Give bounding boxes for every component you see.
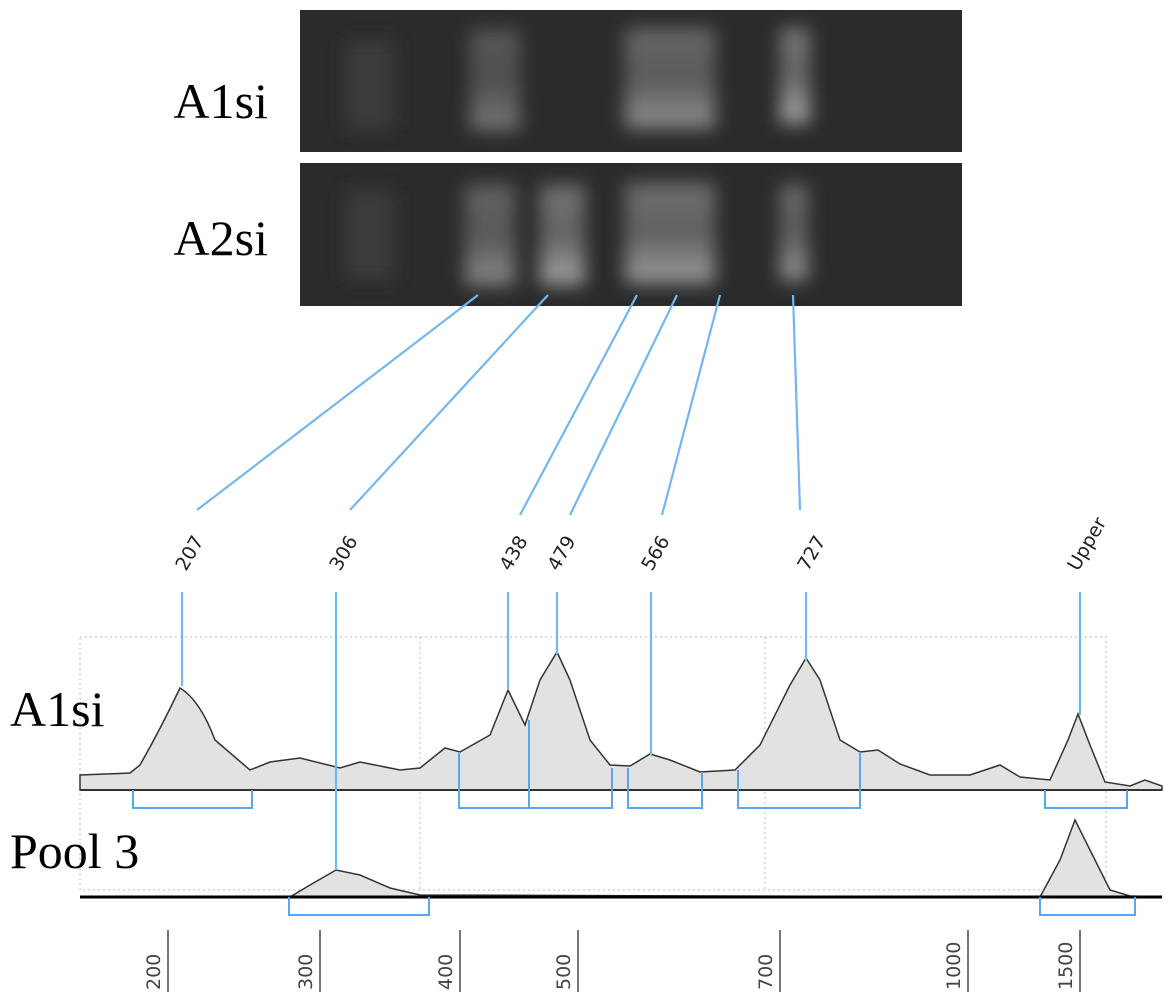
size-tick-label: 1500 <box>1055 942 1077 990</box>
lane-label: A2si <box>174 210 268 266</box>
trace <box>80 652 1162 790</box>
peak-label: 727 <box>793 532 830 574</box>
gel-lane <box>300 10 962 152</box>
peak-label: 438 <box>495 532 532 574</box>
size-tick-label: 300 <box>295 954 317 990</box>
peak-markers <box>182 592 1080 870</box>
size-tick-label: 200 <box>143 954 165 990</box>
peak-label: 306 <box>325 532 362 574</box>
brackets <box>133 720 1135 915</box>
peak-label: 207 <box>171 532 208 574</box>
peak-label: 479 <box>543 532 580 574</box>
connectors <box>197 295 800 515</box>
size-tick-label: 500 <box>553 954 575 990</box>
trace-label: Pool 3 <box>10 823 139 879</box>
trace-label: A1si <box>10 681 104 737</box>
peak-label: Upper <box>1063 514 1111 575</box>
trace <box>80 820 1162 897</box>
size-tick-label: 1000 <box>943 942 965 990</box>
peak-label: 566 <box>637 532 674 574</box>
gel-lane <box>300 163 962 306</box>
figure: A1si A2si 207 <box>0 0 1166 1003</box>
lane-label: A1si <box>174 73 268 129</box>
size-tick-label: 700 <box>755 954 777 990</box>
size-tick-label: 400 <box>435 954 457 990</box>
